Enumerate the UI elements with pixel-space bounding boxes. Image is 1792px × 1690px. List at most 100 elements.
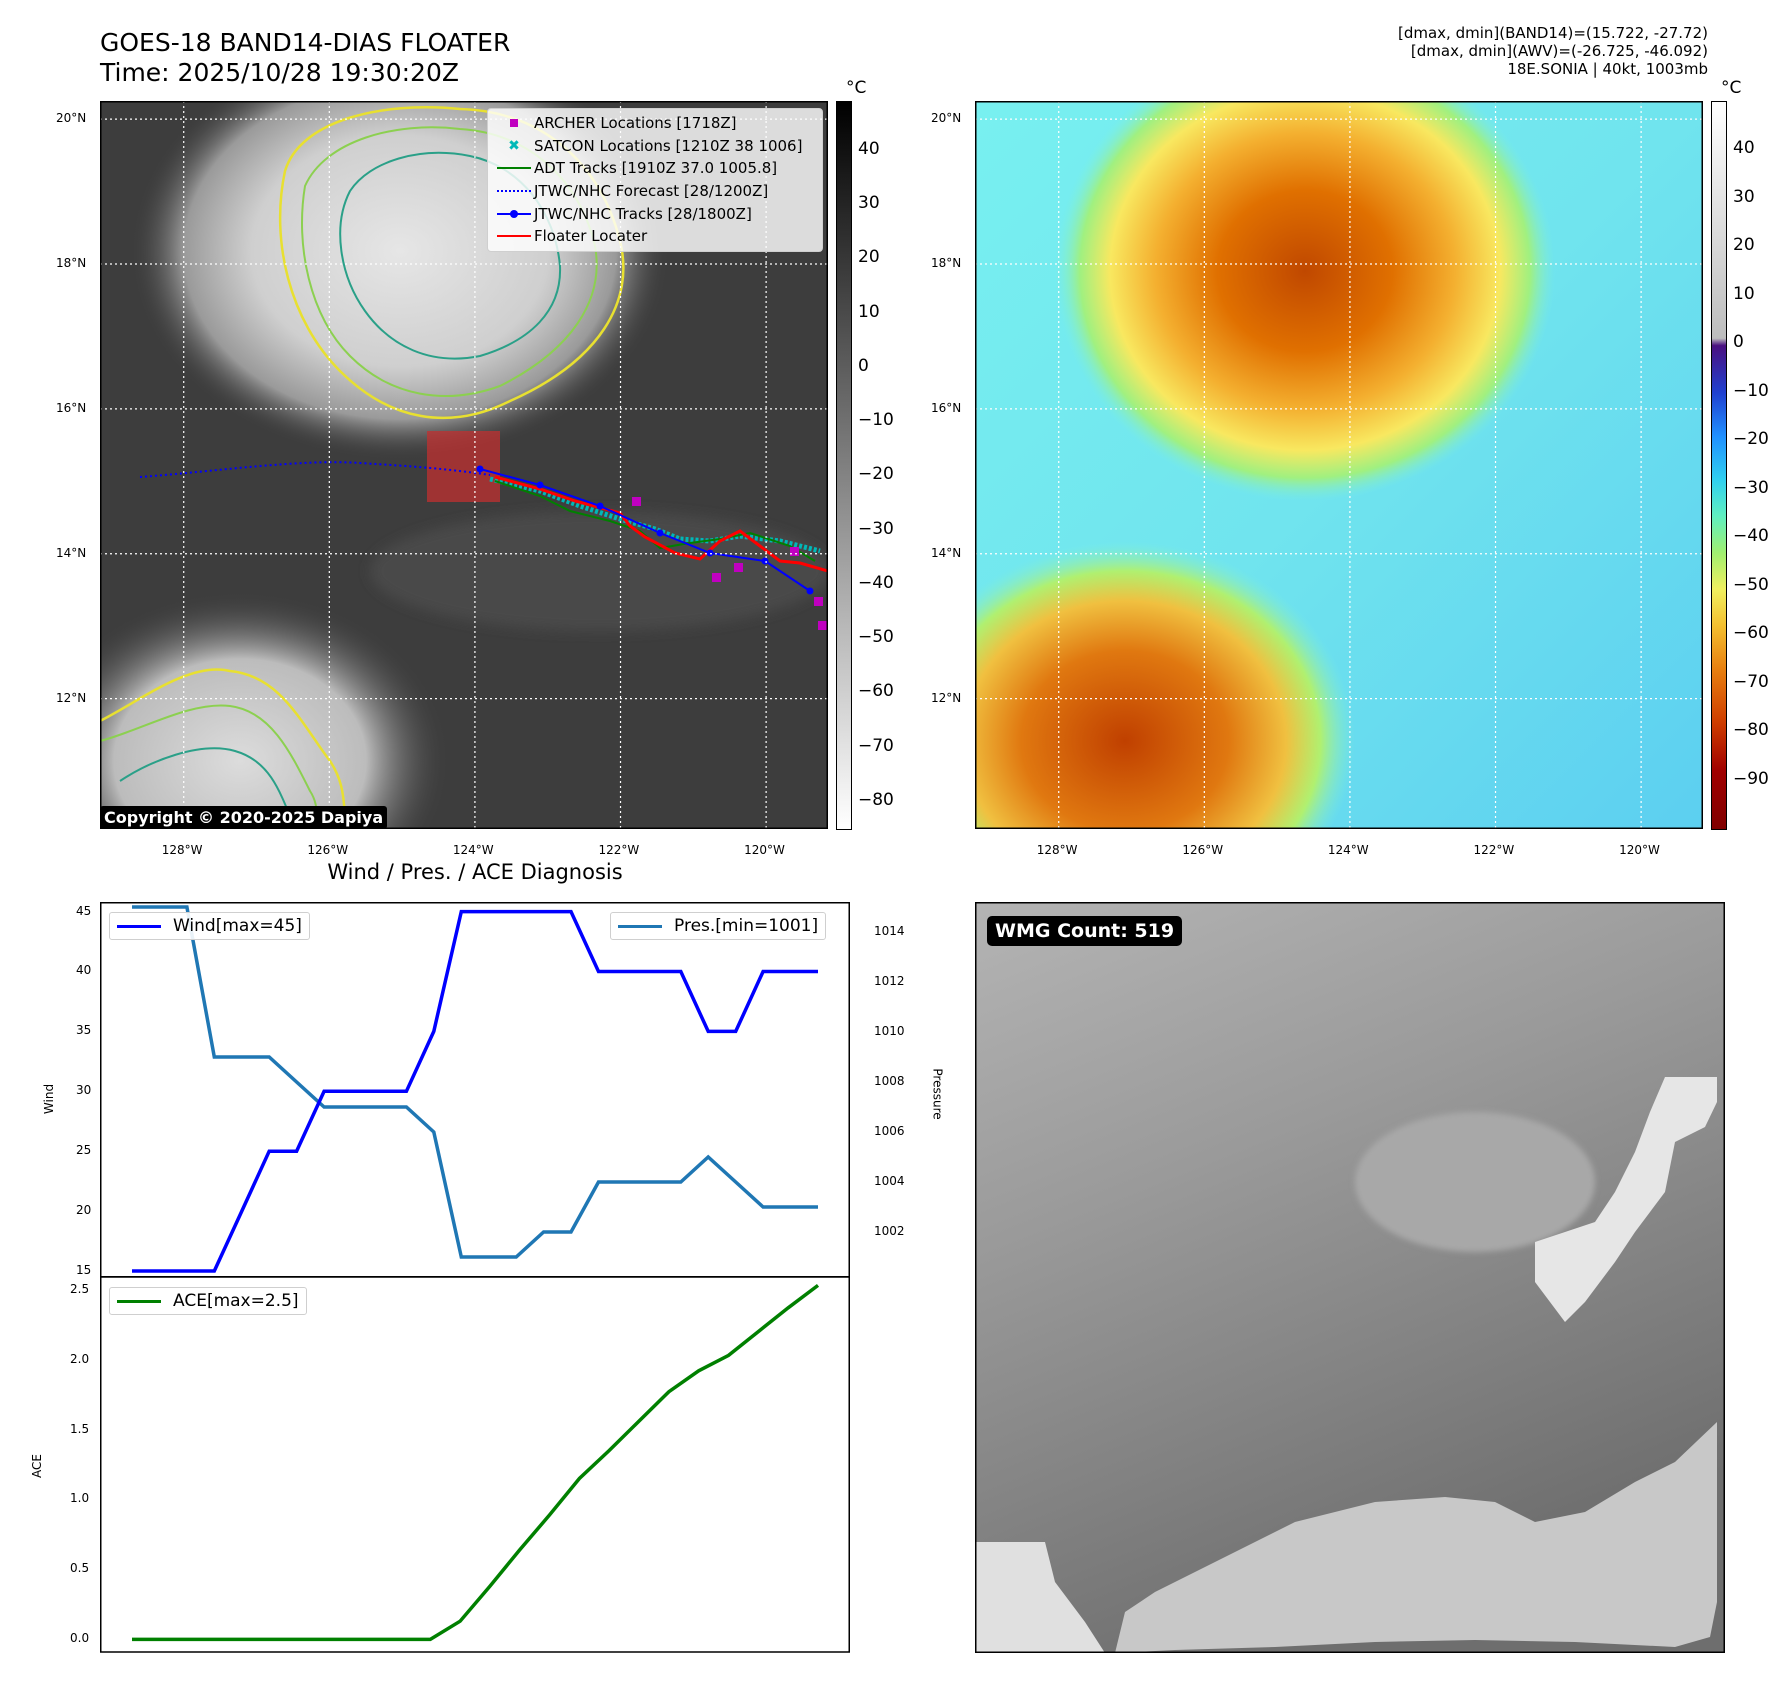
colorbar-tick-label: 20 — [1733, 235, 1755, 256]
colorbar-tick-label: −70 — [858, 735, 894, 756]
copyright-label: Copyright © 2020-2025 Dapiya — [100, 806, 388, 829]
colorbar-tick-label: −50 — [858, 627, 894, 648]
info-line-band14: [dmax, dmin](BAND14)=(15.722, -27.72) — [1397, 24, 1708, 42]
pressure-tick-label: 1014 — [874, 924, 905, 938]
wind-series-line — [132, 909, 818, 1273]
dotted-line-icon — [497, 190, 531, 193]
legend-item-floater: Floater Locater — [488, 225, 822, 248]
lat-tick-label: 14°N — [56, 545, 87, 560]
pressure-tick-label: 1004 — [874, 1174, 905, 1188]
colorbar-tick-label: −40 — [858, 572, 894, 593]
colorbar-tick-label: 0 — [1733, 332, 1744, 353]
figure-title-line2: Time: 2025/10/28 19:30:20Z — [100, 58, 459, 87]
square-marker-icon — [510, 119, 518, 128]
wmg-bright-band — [1115, 1422, 1717, 1653]
ir-contour-green — [301, 126, 598, 397]
lon-tick-label: 128°W — [1036, 843, 1078, 857]
floater-box — [427, 431, 500, 502]
colorbar-tick-label: −60 — [858, 681, 894, 702]
colorbar-tick-label: 10 — [858, 301, 880, 322]
lat-tick-label: 18°N — [56, 255, 87, 270]
ir-colorbar-unit: °C — [846, 78, 867, 98]
wind-tick-label: 25 — [76, 1143, 92, 1158]
colorbar-tick-label: −10 — [858, 410, 894, 431]
colorbar-tick-label: −80 — [858, 789, 894, 810]
ir-contour-yellow — [278, 106, 625, 420]
info-line-awv: [dmax, dmin](AWV)=(-26.725, -46.092) — [1410, 42, 1708, 60]
x-marker-icon: ✖ — [508, 137, 520, 154]
pressure-tick-label: 1008 — [874, 1074, 905, 1088]
pressure-tick-label: 1002 — [874, 1224, 905, 1238]
colorbar-tick-label: 40 — [1733, 138, 1755, 159]
lat-tick-label: 12°N — [931, 690, 962, 705]
lon-tick-label: 124°W — [452, 843, 494, 857]
line-icon — [117, 1299, 161, 1303]
diagnosis-chart — [100, 902, 850, 1653]
lat-tick-label: 18°N — [931, 255, 962, 270]
colorbar-tick-label: −90 — [1733, 768, 1769, 789]
lon-tick-label: 124°W — [1327, 843, 1369, 857]
pressure-tick-label: 1006 — [874, 1124, 905, 1138]
legend-item-satcon: ✖ SATCON Locations [1210Z 38 1006] — [508, 136, 803, 155]
wind-tick-label: 40 — [76, 963, 92, 978]
info-line-storm: 18E.SONIA | 40kt, 1003mb — [1507, 60, 1708, 78]
wind-pres-axes — [100, 902, 850, 1278]
line-icon — [618, 924, 662, 928]
ace-tick-label: 0.0 — [70, 1631, 90, 1646]
colorbar-tick-label: −20 — [858, 464, 894, 485]
lon-tick-label: 126°W — [1182, 843, 1224, 857]
legend-item-adt: ADT Tracks [1910Z 37.0 1005.8] — [488, 157, 822, 180]
pressure-series-line — [132, 905, 818, 1259]
colorbar-tick-label: 40 — [858, 138, 880, 159]
lon-tick-label: 122°W — [598, 843, 640, 857]
wind-legend: Wind[max=45] — [109, 912, 310, 940]
ace-legend: ACE[max=2.5] — [109, 1287, 307, 1315]
wmg-panel — [975, 902, 1725, 1653]
bd-gridlines — [975, 101, 1703, 829]
colorbar-tick-label: 30 — [1733, 186, 1755, 207]
wmg-bright-streak — [1535, 1077, 1717, 1322]
bd-map-panel — [975, 101, 1703, 829]
info-block: [dmax, dmin](BAND14)=(15.722, -27.72) [d… — [1398, 24, 1708, 78]
ace-series-line — [132, 1284, 820, 1642]
archer-points — [632, 497, 827, 630]
colorbar-tick-label: 20 — [858, 247, 880, 268]
lon-tick-label: 120°W — [1619, 843, 1660, 857]
ir-legend: ARCHER Locations [1718Z] ✖ SATCON Locati… — [487, 108, 823, 252]
lat-tick-label: 20°N — [56, 111, 87, 126]
forecast-track — [139, 461, 491, 478]
lon-tick-label: 122°W — [1473, 843, 1515, 857]
diagnosis-title: Wind / Pres. / ACE Diagnosis — [327, 860, 623, 884]
figure-title-line1: GOES-18 BAND14-DIAS FLOATER — [100, 28, 511, 57]
colorbar-tick-label: −20 — [1733, 429, 1769, 450]
ace-tick-label: 2.0 — [70, 1351, 90, 1366]
colorbar-tick-label: 30 — [858, 193, 880, 214]
colorbar-tick-label: −70 — [1733, 671, 1769, 692]
legend-item-forecast: JTWC/NHC Forecast [28/1200Z] — [488, 180, 822, 203]
wind-tick-label: 15 — [76, 1263, 92, 1277]
colorbar-tick-label: −30 — [858, 518, 894, 539]
colorbar-tick-label: −10 — [1733, 380, 1769, 401]
floater-track — [494, 475, 828, 573]
wmg-count-label: WMG Count: 519 — [987, 916, 1183, 946]
wind-axis-label: Wind — [42, 1083, 57, 1115]
lat-tick-label: 16°N — [931, 400, 962, 415]
lat-tick-label: 12°N — [56, 690, 87, 705]
dot-marker-icon — [510, 209, 518, 218]
lat-tick-label: 16°N — [56, 400, 87, 415]
lat-tick-label: 14°N — [931, 545, 962, 560]
colorbar-tick-label: −80 — [1733, 720, 1769, 741]
lat-tick-label: 20°N — [931, 111, 962, 126]
legend-item-archer: ARCHER Locations [1718Z] — [488, 112, 822, 135]
lon-tick-label: 126°W — [307, 843, 349, 857]
wind-tick-label: 35 — [76, 1023, 92, 1038]
ir-colorbar — [836, 101, 852, 830]
ace-axis-label: ACE — [29, 1454, 44, 1478]
ace-axes — [100, 1276, 850, 1653]
pressure-tick-label: 1012 — [874, 974, 905, 988]
wind-tick-label: 30 — [76, 1083, 92, 1098]
line-icon — [497, 235, 531, 238]
ace-tick-label: 2.5 — [70, 1281, 90, 1296]
ir-contour-teal — [339, 152, 562, 360]
colorbar-tick-label: 10 — [1733, 283, 1755, 304]
